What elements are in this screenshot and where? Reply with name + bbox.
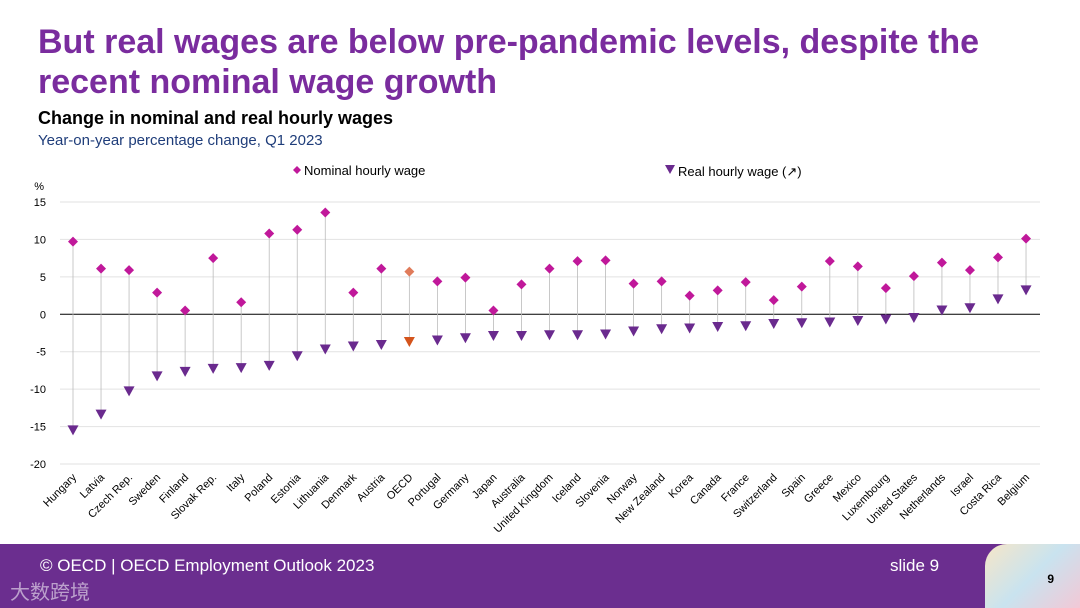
- legend-nominal-label: Nominal hourly wage: [304, 163, 425, 178]
- x-tick-label: Canada: [688, 471, 724, 507]
- nominal-point: [1021, 233, 1032, 244]
- footer: © OECD | OECD Employment Outlook 2023 大数…: [0, 544, 1080, 608]
- nominal-point: [852, 261, 863, 272]
- chart-subtitle: Year-on-year percentage change, Q1 2023: [38, 132, 323, 149]
- real-point: [684, 323, 696, 334]
- nominal-point: [824, 256, 835, 267]
- nominal-point: [712, 285, 723, 296]
- real-point: [712, 322, 724, 333]
- nominal-point: [796, 281, 807, 292]
- x-tick-label: New Zealand: [613, 472, 667, 526]
- real-point: [347, 341, 359, 352]
- y-tick-label: -5: [36, 347, 46, 359]
- nominal-point: [180, 305, 191, 316]
- nominal-point: [936, 257, 947, 268]
- y-tick-label: 5: [40, 272, 46, 284]
- real-point: [936, 305, 948, 316]
- real-point: [1020, 285, 1032, 296]
- nominal-point: [152, 287, 163, 298]
- nominal-point: [768, 295, 779, 306]
- nominal-point: [292, 224, 303, 235]
- legend-nominal-icon: [293, 166, 301, 174]
- real-point: [235, 363, 247, 374]
- nominal-point: [208, 253, 219, 264]
- nominal-point: [600, 255, 611, 266]
- real-point: [768, 319, 780, 330]
- real-point: [880, 314, 892, 325]
- nominal-point: [376, 263, 387, 274]
- chart-title: Change in nominal and real hourly wages: [38, 108, 394, 128]
- nominal-point: [460, 272, 471, 283]
- nominal-point: [68, 236, 78, 247]
- real-point: [151, 371, 163, 382]
- real-point: [375, 339, 387, 350]
- real-point: [67, 425, 79, 436]
- y-tick-label: 15: [34, 197, 46, 209]
- real-point: [95, 409, 107, 420]
- y-axis-label: %: [34, 181, 44, 193]
- real-point: [740, 321, 752, 332]
- y-tick-label: -15: [30, 422, 46, 434]
- y-tick-label: 10: [34, 234, 46, 246]
- watermark: 大数跨境: [10, 582, 90, 604]
- real-point: [908, 313, 920, 324]
- nominal-point: [516, 279, 527, 290]
- nominal-point: [964, 265, 975, 276]
- real-point: [600, 329, 612, 340]
- nominal-point: [740, 277, 751, 288]
- real-point: [431, 335, 443, 346]
- nominal-point: [572, 256, 583, 267]
- copyright: © OECD | OECD Employment Outlook 2023: [40, 556, 375, 575]
- nominal-point: [404, 266, 415, 277]
- real-point: [291, 351, 303, 362]
- nominal-point: [96, 263, 107, 274]
- real-point: [403, 336, 415, 347]
- real-point: [852, 316, 864, 327]
- x-tick-label: Austria: [355, 471, 388, 504]
- real-point: [319, 344, 331, 355]
- nominal-point: [908, 271, 919, 282]
- real-point: [992, 294, 1004, 305]
- nominal-point: [880, 283, 891, 294]
- nominal-point: [348, 287, 359, 298]
- nominal-point: [544, 263, 555, 274]
- real-point: [263, 360, 275, 371]
- real-point: [487, 330, 499, 341]
- real-point: [824, 317, 836, 328]
- real-point: [572, 330, 584, 341]
- slide-label: slide 9: [890, 556, 940, 575]
- nominal-point: [264, 228, 275, 239]
- y-tick-label: 0: [40, 309, 46, 321]
- x-tick-label: Italy: [225, 471, 248, 494]
- nominal-point: [488, 305, 499, 316]
- nominal-point: [628, 278, 639, 289]
- real-point: [459, 333, 471, 344]
- legend-real-label: Real hourly wage (↗): [678, 164, 802, 179]
- legend-real-icon: [665, 165, 675, 174]
- slide-title: But real wages are below pre-pandemic le…: [38, 23, 979, 101]
- real-point: [515, 330, 527, 341]
- real-point: [544, 330, 556, 341]
- x-tick-label: Greece: [802, 472, 836, 506]
- nominal-point: [320, 207, 331, 218]
- nominal-point: [236, 297, 247, 308]
- y-tick-label: -20: [30, 459, 46, 471]
- real-point: [123, 386, 135, 397]
- nominal-point: [124, 265, 135, 276]
- real-point: [796, 318, 808, 329]
- x-tick-label: Hungary: [41, 471, 79, 509]
- nominal-point: [432, 276, 443, 287]
- real-point: [179, 366, 191, 377]
- decorative-illustration: 9: [985, 544, 1080, 608]
- real-point: [964, 303, 976, 314]
- nominal-point: [684, 290, 695, 301]
- page-number: 9: [1047, 572, 1054, 586]
- real-point: [207, 363, 219, 374]
- real-point: [628, 326, 640, 337]
- real-point: [656, 324, 668, 335]
- nominal-point: [656, 276, 667, 287]
- y-tick-label: -10: [30, 384, 46, 396]
- nominal-point: [992, 252, 1003, 263]
